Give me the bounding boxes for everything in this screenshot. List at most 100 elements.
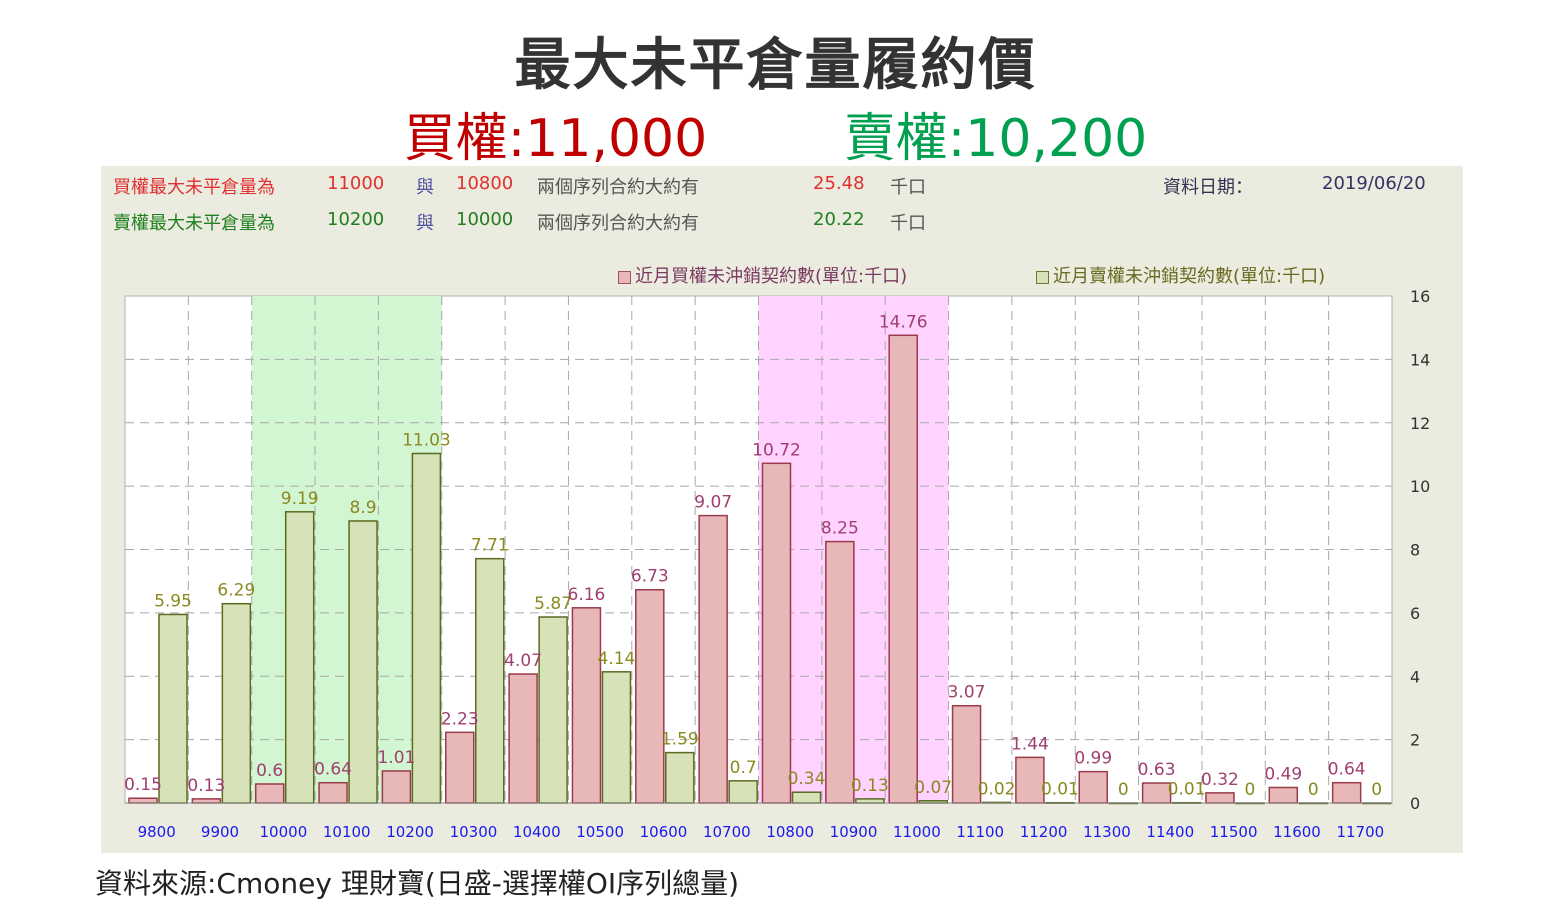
put-summary-and: 與	[416, 213, 434, 234]
put-value-label: 0.01	[1041, 780, 1079, 800]
call-value-label: 4.07	[504, 651, 542, 671]
call-value-label: 8.25	[821, 519, 859, 539]
x-tick-label: 9800	[138, 823, 176, 841]
y-tick-label: 14	[1410, 350, 1430, 369]
put-value-label: 0.13	[851, 776, 889, 796]
put-value-label: 0.07	[914, 778, 952, 798]
put-bar	[411, 452, 442, 804]
y-tick-label: 4	[1410, 667, 1420, 686]
y-tick-label: 8	[1410, 541, 1420, 560]
put-bar	[348, 520, 378, 804]
put-value-label: 0.01	[1168, 780, 1206, 800]
put-bar	[855, 798, 885, 804]
x-tick-label: 10000	[260, 823, 308, 841]
call-bar	[951, 704, 982, 804]
put-value-label: 5.95	[154, 591, 192, 611]
y-tick-label: 2	[1410, 731, 1420, 750]
call-bar	[825, 540, 855, 804]
put-summary-strike1: 10200	[327, 209, 385, 230]
put-summary-desc: 兩個序列合約大約有	[537, 213, 699, 234]
call-max-oi-subtitle: 買權:11,000	[403, 109, 708, 169]
call-bar	[508, 673, 538, 804]
put-value-label: 7.71	[471, 536, 509, 556]
y-tick-label: 6	[1410, 604, 1420, 623]
call-value-label: 1.44	[1011, 734, 1049, 754]
x-tick-label: 11100	[956, 823, 1004, 841]
call-bar	[1015, 756, 1045, 804]
call-value-label: 0.6	[256, 761, 283, 781]
x-tick-label: 11400	[1146, 823, 1194, 841]
x-tick-label: 10500	[576, 823, 624, 841]
put-summary-amount: 20.22	[813, 209, 865, 230]
call-value-label: 0.64	[1328, 760, 1366, 780]
call-value-label: 1.01	[377, 748, 415, 768]
subtitle-row: 買權:11,000 賣權:10,200	[0, 96, 1551, 169]
put-value-label: 0	[1308, 780, 1319, 800]
x-tick-label: 10300	[450, 823, 498, 841]
call-summary-and: 與	[416, 177, 434, 198]
page-title: 最大未平倉量履約價	[514, 33, 1037, 98]
call-bar	[254, 783, 285, 804]
call-summary-amount: 25.48	[813, 173, 865, 194]
y-tick-label: 0	[1410, 794, 1420, 813]
call-value-label: 0.13	[187, 776, 225, 796]
y-tick-label: 16	[1410, 287, 1430, 306]
legend-call-swatch	[618, 270, 631, 284]
put-value-label: 9.19	[281, 489, 319, 509]
legend-call-label: 近月買權未沖銷契約數(單位:千口)	[635, 266, 908, 287]
legend-put: 近月賣權未沖銷契約數(單位:千口)	[1036, 262, 1325, 288]
put-bar	[284, 511, 315, 804]
call-value-label: 0.15	[124, 775, 162, 795]
x-tick-label: 11700	[1336, 823, 1384, 841]
call-summary-strike2: 10800	[456, 173, 514, 194]
legend-call: 近月買權未沖銷契約數(單位:千口)	[618, 262, 907, 288]
put-bar	[158, 613, 188, 804]
put-value-label: 5.87	[534, 594, 572, 614]
x-tick-label: 10400	[513, 823, 561, 841]
put-bar	[601, 671, 632, 804]
x-tick-label: 10800	[766, 823, 814, 841]
put-value-label: 0	[1118, 780, 1129, 800]
put-value-label: 11.03	[402, 430, 451, 450]
call-bar	[888, 334, 918, 804]
put-value-label: 6.29	[217, 581, 255, 601]
put-bar	[221, 602, 252, 804]
x-tick-label: 11600	[1273, 823, 1321, 841]
call-value-label: 0.32	[1201, 770, 1239, 790]
call-value-label: 10.72	[752, 440, 801, 460]
put-bar	[728, 780, 758, 804]
put-value-label: 0	[1245, 780, 1256, 800]
x-tick-label: 11500	[1210, 823, 1258, 841]
call-bar	[1141, 782, 1172, 804]
legend-put-label: 近月賣權未沖銷契約數(單位:千口)	[1053, 266, 1326, 287]
put-max-oi-subtitle: 賣權:10,200	[843, 109, 1148, 169]
data-date-label: 資料日期：	[1163, 177, 1253, 198]
x-tick-label: 10900	[830, 823, 878, 841]
x-tick-label: 11300	[1083, 823, 1131, 841]
put-bar	[475, 557, 505, 804]
call-bar	[1078, 770, 1108, 804]
put-value-label: 8.9	[350, 498, 377, 518]
call-bar	[318, 781, 348, 804]
x-tick-label: 10600	[640, 823, 688, 841]
data-date-value: 2019/06/20	[1322, 173, 1426, 194]
put-value-label: 1.59	[661, 730, 699, 750]
put-value-label: 0	[1371, 780, 1382, 800]
call-summary-strike1: 11000	[327, 173, 385, 194]
call-value-label: 0.64	[314, 760, 352, 780]
source-footer: 資料來源:Cmoney 理財寶(日盛-選擇權OI序列總量)	[95, 867, 740, 900]
call-value-label: 0.49	[1264, 764, 1302, 784]
call-value-label: 2.23	[441, 709, 479, 729]
x-tick-label: 11200	[1020, 823, 1068, 841]
call-summary-label: 買權最大未平倉量為	[113, 177, 275, 198]
call-bar	[128, 797, 158, 804]
y-tick-label: 12	[1410, 414, 1430, 433]
call-bar	[635, 588, 665, 804]
call-bar	[761, 462, 792, 804]
call-value-label: 9.07	[694, 493, 732, 513]
x-tick-label: 10100	[323, 823, 371, 841]
put-summary-strike2: 10000	[456, 209, 514, 230]
put-bar	[791, 791, 822, 804]
call-bar	[191, 798, 222, 804]
